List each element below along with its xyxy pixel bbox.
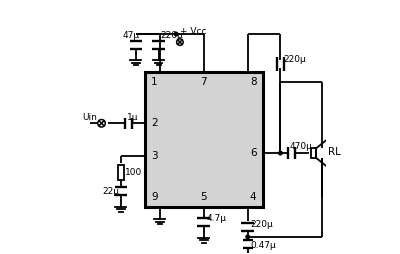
Text: 7: 7 bbox=[200, 77, 207, 87]
Text: 4: 4 bbox=[250, 192, 256, 202]
Circle shape bbox=[279, 151, 282, 155]
Text: 4.7µ: 4.7µ bbox=[207, 214, 227, 223]
Circle shape bbox=[174, 32, 178, 36]
Text: 3: 3 bbox=[151, 151, 158, 161]
Text: 9: 9 bbox=[151, 192, 158, 202]
Bar bbox=[310, 148, 316, 158]
Text: 470µ: 470µ bbox=[289, 142, 312, 151]
Text: 6: 6 bbox=[250, 148, 256, 158]
Bar bbox=[145, 72, 263, 208]
Text: + Vcc: + Vcc bbox=[180, 27, 206, 36]
Text: 220µ: 220µ bbox=[284, 55, 306, 64]
Text: 100: 100 bbox=[125, 168, 142, 177]
Circle shape bbox=[177, 39, 183, 45]
Text: 220µ: 220µ bbox=[251, 220, 274, 229]
Text: 47µ: 47µ bbox=[122, 31, 139, 40]
Text: RL: RL bbox=[328, 147, 341, 157]
Text: 22µ: 22µ bbox=[102, 186, 119, 196]
Text: 1µ: 1µ bbox=[127, 113, 139, 121]
Text: 5: 5 bbox=[200, 192, 207, 202]
Text: 8: 8 bbox=[250, 77, 256, 87]
Text: 220µ: 220µ bbox=[160, 31, 183, 40]
Circle shape bbox=[98, 120, 105, 127]
Text: 2: 2 bbox=[151, 118, 158, 128]
Circle shape bbox=[246, 235, 250, 239]
Text: 0.47µ: 0.47µ bbox=[250, 241, 276, 250]
Text: Uin: Uin bbox=[82, 113, 97, 121]
Text: 1: 1 bbox=[151, 77, 158, 87]
Bar bbox=[118, 165, 124, 180]
